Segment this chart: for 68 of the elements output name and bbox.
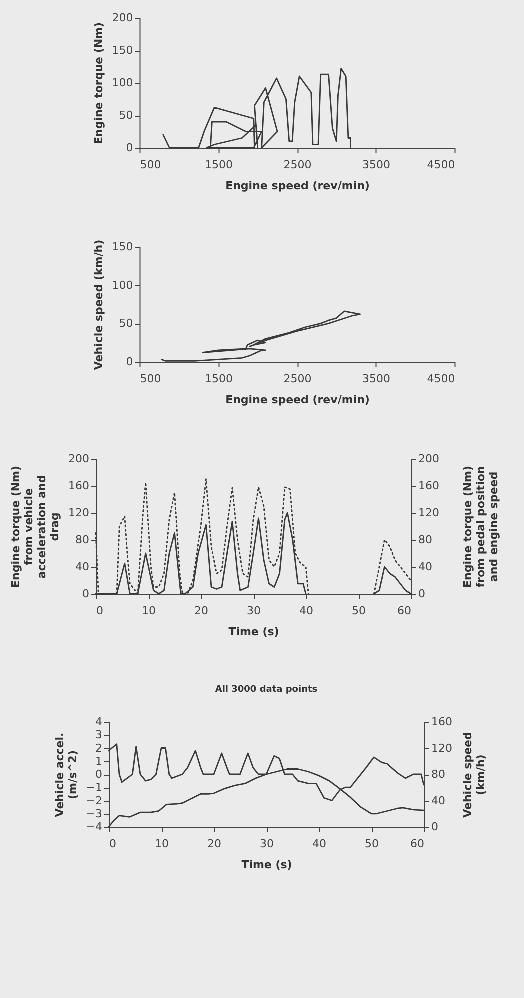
x-axis-title: Time (s) bbox=[242, 858, 292, 872]
y-tick-label: 2 bbox=[96, 742, 102, 755]
y-tick-label: 0 bbox=[96, 768, 102, 781]
x-tick-label: 4500 bbox=[427, 158, 456, 172]
y-tick-label: −4 bbox=[86, 820, 102, 834]
x-tick-label: 40 bbox=[312, 838, 326, 850]
y2-tick-label: 160 bbox=[432, 716, 452, 728]
y-tick-label: −2 bbox=[86, 794, 102, 808]
x-axis-title: Engine speed (rev/min) bbox=[226, 180, 370, 192]
y-tick-label: 0 bbox=[126, 142, 134, 154]
y-tick-label: −3 bbox=[86, 807, 102, 820]
y-tick-label: 200 bbox=[68, 452, 90, 466]
y-axis-title: Vehicle accel. (m/s^2) bbox=[53, 732, 80, 818]
x-tick-label: 1500 bbox=[205, 372, 233, 386]
x-tick-label: 500 bbox=[140, 158, 162, 172]
x-tick-label: 3500 bbox=[362, 158, 390, 172]
y-tick-label: 4 bbox=[96, 716, 102, 728]
x-tick-label: 60 bbox=[398, 604, 412, 618]
y2-tick-label: 0 bbox=[418, 588, 426, 600]
y-tick-label: 50 bbox=[119, 317, 134, 330]
x-tick-label: 20 bbox=[194, 604, 208, 618]
y2-tick-label: 0 bbox=[432, 820, 438, 834]
y2-axis-title: Vehicle speed (km/h) bbox=[462, 732, 488, 818]
x-axis-title: Engine speed (rev/min) bbox=[226, 394, 370, 406]
y-tick-label: 150 bbox=[112, 44, 134, 57]
y-axis-title: Vehicle speed (km/h) bbox=[92, 240, 106, 370]
y-tick-label: 100 bbox=[112, 76, 134, 90]
y2-axis-title: Engine torque (Nm) from pedal position and engine speed bbox=[462, 466, 500, 588]
y-tick-label: 200 bbox=[112, 12, 134, 24]
y2-tick-label: 40 bbox=[418, 560, 432, 574]
x-tick-label: 50 bbox=[365, 838, 379, 850]
x-axis-title: Time (s) bbox=[228, 626, 280, 638]
x-tick-label: 3500 bbox=[362, 372, 390, 386]
y2-tick-label: 160 bbox=[418, 480, 440, 492]
x-tick-label: 10 bbox=[142, 604, 156, 618]
chart-title: All 3000 data points bbox=[215, 685, 318, 695]
y-tick-label: −1 bbox=[86, 781, 102, 794]
y-tick-label: 0 bbox=[126, 356, 134, 368]
y-tick-label: 1 bbox=[96, 754, 102, 768]
x-tick-label: 40 bbox=[300, 604, 314, 618]
x-tick-label: 30 bbox=[260, 838, 274, 850]
x-tick-label: 50 bbox=[352, 604, 366, 618]
y-tick-label: 120 bbox=[68, 506, 90, 520]
y-tick-label: 40 bbox=[76, 560, 90, 574]
y-tick-label: 150 bbox=[112, 240, 134, 254]
x-tick-label: 2500 bbox=[284, 158, 312, 172]
y2-tick-label: 80 bbox=[432, 768, 446, 781]
y-tick-label: 50 bbox=[119, 109, 134, 122]
y2-tick-label: 120 bbox=[432, 742, 452, 755]
y-tick-label: 0 bbox=[82, 588, 90, 600]
y-axis-title: Engine torque (Nm) from vehicle acceleration and drag bbox=[10, 466, 62, 588]
y2-tick-label: 200 bbox=[418, 452, 440, 466]
y-tick-label: 3 bbox=[96, 728, 102, 742]
x-tick-label: 500 bbox=[140, 372, 162, 386]
y-axis-title: Engine torque (Nm) bbox=[92, 22, 106, 145]
y2-tick-label: 40 bbox=[432, 794, 446, 808]
x-tick-label: 2500 bbox=[284, 372, 312, 386]
x-tick-label: 20 bbox=[208, 838, 222, 850]
x-tick-label: 1500 bbox=[205, 158, 233, 172]
x-tick-label: 60 bbox=[410, 838, 424, 850]
y-tick-label: 80 bbox=[76, 534, 90, 546]
y-tick-label: 160 bbox=[68, 480, 90, 492]
y2-tick-label: 80 bbox=[418, 534, 432, 546]
x-tick-label: 30 bbox=[247, 604, 261, 618]
x-tick-label: 10 bbox=[155, 838, 169, 850]
x-tick-label: 4500 bbox=[427, 372, 456, 386]
y2-tick-label: 120 bbox=[418, 506, 440, 520]
y-tick-label: 100 bbox=[112, 278, 134, 292]
